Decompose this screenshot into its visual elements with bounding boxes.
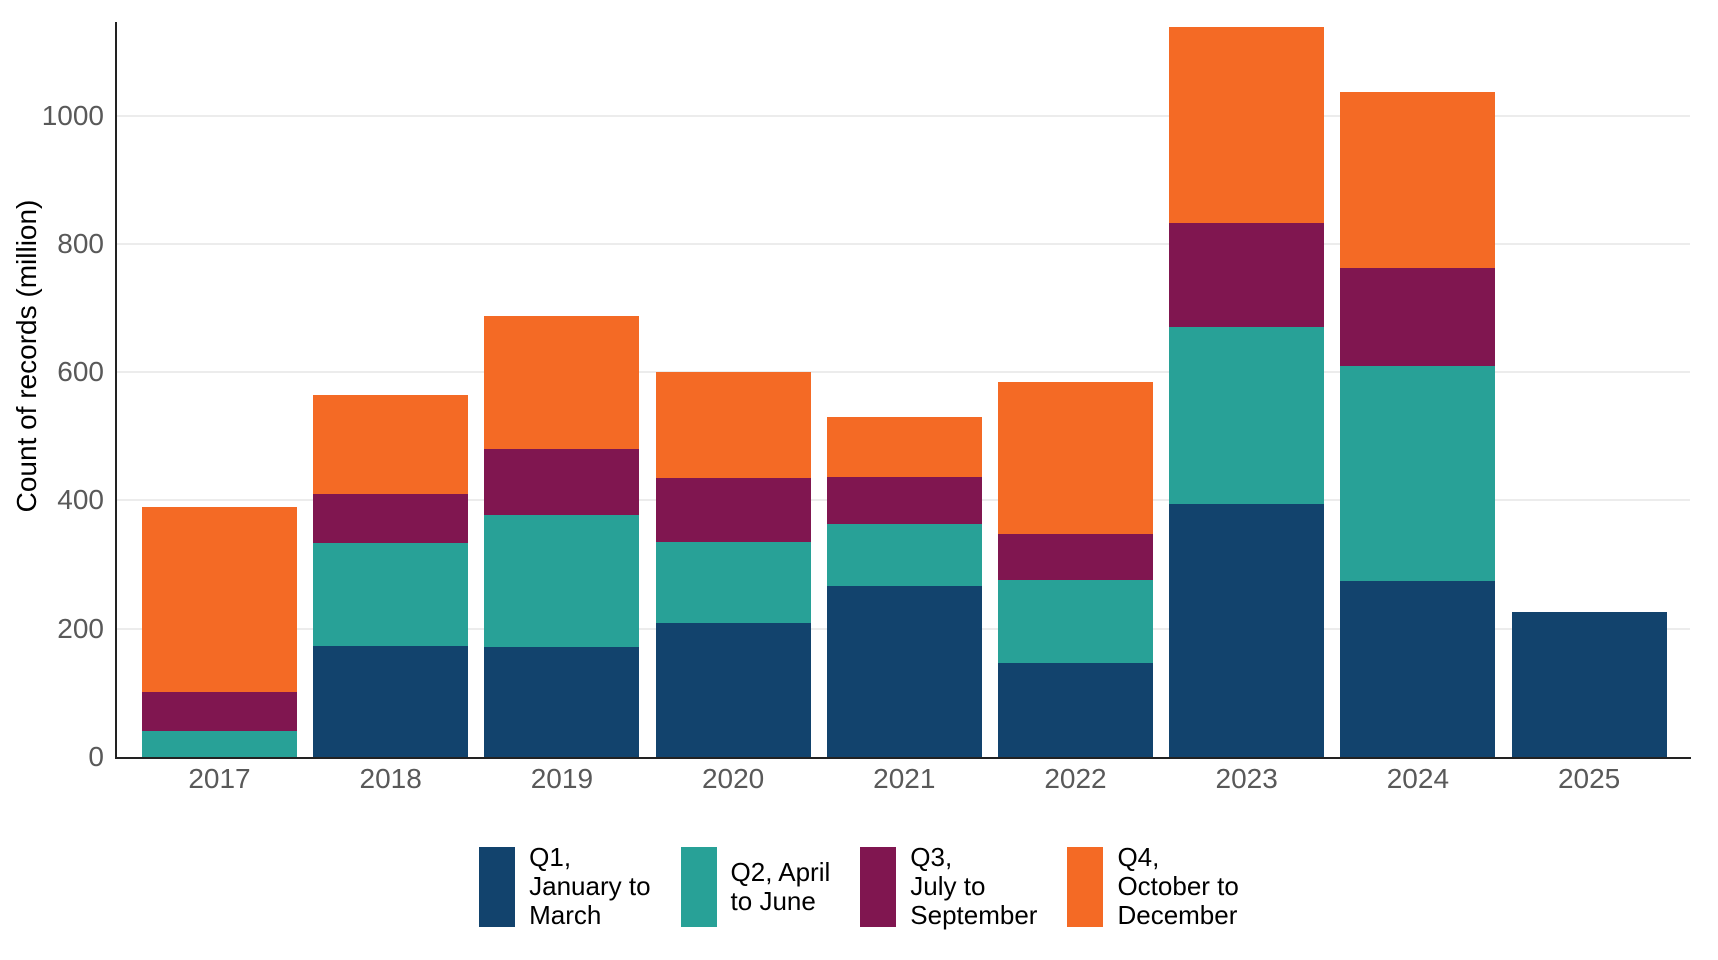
bars-layer	[117, 24, 1690, 757]
x-tick-label-2019: 2019	[530, 763, 594, 794]
x-axis-line	[115, 757, 1691, 759]
bar-segment-2022-q1	[998, 663, 1153, 757]
bar-segment-2024-q3	[1340, 268, 1496, 366]
legend-item-q1: Q1, January to March	[479, 842, 651, 930]
legend-label-q3: Q3, July to September	[910, 842, 1038, 930]
legend-label-q2: Q2, April to June	[730, 856, 831, 916]
bar-segment-2019-q3	[484, 449, 640, 516]
x-tick-label-2022: 2022	[1044, 763, 1107, 794]
bar-segment-2024-q4	[1340, 92, 1496, 269]
y-tick-label-0: 0	[88, 741, 104, 772]
bar-segment-2022-q3	[998, 533, 1153, 580]
bar-segment-2018-q4	[313, 395, 469, 494]
x-tick-label-2017: 2017	[188, 763, 251, 794]
bar-segment-2020-q1	[655, 622, 811, 757]
gridline-600	[117, 371, 1690, 374]
bar-segment-2023-q2	[1169, 327, 1325, 504]
bar-segment-2021-q1	[826, 586, 982, 757]
y-axis-line	[115, 22, 117, 759]
y-tick-label-400: 400	[57, 484, 104, 516]
legend-label-q1: Q1, January to March	[529, 842, 651, 930]
x-tick-label-2025: 2025	[1557, 763, 1621, 794]
bar-segment-2020-q4	[655, 372, 811, 478]
legend-swatch-q1	[479, 846, 516, 927]
bar-segment-2019-q2	[484, 515, 640, 648]
bar-segment-2023-q1	[1169, 503, 1325, 757]
bar-segment-2017-q4	[142, 507, 297, 693]
legend-label-q4: Q4, October to December	[1117, 842, 1239, 930]
legend-item-q2: Q2, April to June	[680, 846, 831, 927]
bar-segment-2025-q1	[1511, 612, 1667, 757]
legend-item-q4: Q4, October to December	[1067, 842, 1239, 930]
bar-segment-2018-q2	[313, 543, 469, 646]
bar-segment-2018-q3	[313, 494, 469, 544]
y-tick-label-800: 800	[57, 227, 104, 259]
bar-segment-2024-q2	[1340, 365, 1496, 582]
x-tick-label-2020: 2020	[701, 763, 765, 794]
x-tick-label-2023: 2023	[1215, 763, 1278, 794]
bar-segment-2023-q4	[1169, 26, 1325, 223]
bar-segment-2021-q3	[826, 476, 982, 525]
y-tick-label-1000: 1000	[41, 99, 104, 131]
bar-segment-2020-q3	[655, 478, 811, 542]
bar-segment-2017-q2	[142, 731, 297, 757]
bar-segment-2019-q1	[484, 647, 640, 757]
bar-segment-2017-q3	[142, 692, 297, 732]
y-tick-label-600: 600	[57, 356, 104, 388]
bar-segment-2023-q3	[1169, 222, 1325, 328]
legend: Q1, January to March Q2, April to June Q3,…	[0, 843, 1718, 930]
legend-swatch-q2	[680, 846, 717, 927]
bar-segment-2022-q4	[998, 381, 1153, 534]
gridline-1000	[117, 114, 1690, 117]
gridline-800	[117, 242, 1690, 245]
legend-swatch-q3	[860, 846, 897, 927]
x-tick-label-2024: 2024	[1386, 763, 1450, 794]
x-tick-label-2021: 2021	[873, 763, 936, 794]
bar-segment-2020-q2	[655, 541, 811, 623]
bar-segment-2021-q2	[826, 524, 982, 587]
bar-segment-2022-q2	[998, 579, 1153, 664]
bar-segment-2018-q1	[313, 646, 469, 757]
bar-segment-2019-q4	[484, 316, 640, 450]
legend-item-q3: Q3, July to September	[860, 843, 1037, 930]
legend-swatch-q4	[1067, 846, 1104, 927]
x-tick-label-2018: 2018	[359, 763, 422, 794]
y-tick-label-200: 200	[57, 612, 104, 644]
bar-segment-2021-q4	[826, 417, 982, 477]
bar-segment-2024-q1	[1340, 581, 1496, 757]
